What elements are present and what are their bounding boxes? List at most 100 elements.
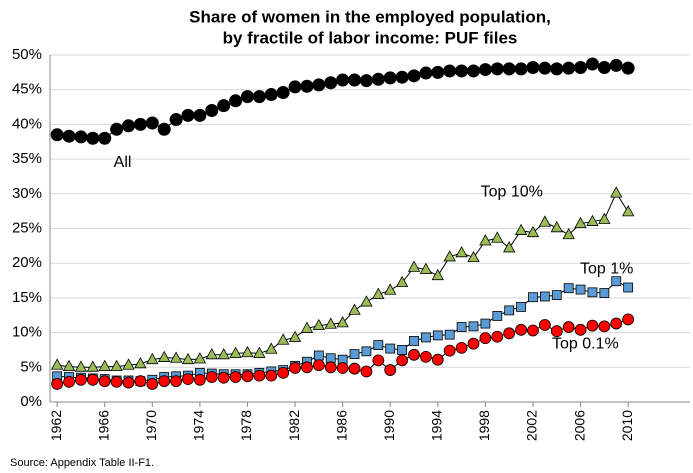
marker	[289, 362, 301, 374]
marker	[420, 350, 432, 363]
marker	[205, 371, 218, 383]
marker	[300, 321, 314, 333]
marker	[397, 345, 408, 355]
marker	[538, 61, 552, 75]
x-tick-label: 2010	[619, 410, 635, 441]
marker	[466, 64, 480, 78]
marker	[456, 322, 467, 332]
marker	[146, 352, 159, 365]
marker	[383, 71, 397, 85]
marker	[421, 332, 431, 343]
marker	[277, 366, 290, 379]
marker	[348, 303, 361, 315]
marker	[479, 234, 492, 246]
y-tick-label: 15%	[12, 289, 42, 306]
marker	[611, 276, 622, 287]
y-tick-label: 5%	[20, 358, 42, 375]
marker	[312, 78, 326, 92]
marker	[468, 321, 479, 332]
marker	[253, 346, 266, 358]
marker	[384, 364, 397, 376]
marker	[407, 69, 421, 83]
marker	[419, 66, 433, 80]
marker	[609, 58, 623, 72]
series-label: Top 1%	[580, 261, 633, 278]
marker	[598, 320, 611, 333]
marker	[336, 362, 349, 374]
marker	[51, 378, 64, 390]
marker	[585, 57, 599, 71]
marker	[336, 316, 349, 328]
marker	[110, 375, 123, 388]
marker	[526, 225, 540, 238]
marker	[276, 85, 290, 99]
marker	[288, 80, 302, 94]
marker	[431, 268, 444, 281]
marker	[621, 205, 635, 217]
marker	[253, 369, 266, 382]
marker	[133, 117, 147, 131]
marker	[621, 61, 635, 75]
x-tick-label: 2002	[524, 410, 540, 441]
marker	[562, 321, 575, 333]
marker	[324, 317, 337, 329]
marker	[74, 360, 88, 372]
marker	[110, 122, 124, 136]
marker	[288, 330, 302, 342]
marker	[229, 346, 242, 358]
series-label: All	[114, 154, 132, 171]
marker	[312, 318, 326, 331]
x-tick-label: 1982	[286, 410, 302, 441]
marker	[586, 214, 599, 226]
marker	[610, 317, 623, 330]
marker	[490, 62, 504, 76]
x-tick-label: 1990	[381, 410, 397, 441]
marker	[480, 318, 491, 329]
marker	[63, 375, 75, 388]
marker	[467, 250, 480, 263]
marker	[444, 329, 455, 340]
marker	[193, 373, 206, 386]
marker	[98, 359, 111, 372]
marker	[455, 245, 468, 258]
marker	[419, 262, 433, 274]
marker	[157, 122, 171, 136]
y-tick-label: 30%	[12, 185, 42, 202]
marker	[372, 287, 385, 299]
marker	[478, 63, 492, 77]
marker	[550, 62, 564, 76]
marker	[514, 62, 528, 76]
marker	[205, 347, 218, 360]
chart-title: by fractile of labor income: PUF files	[223, 28, 518, 47]
marker	[492, 311, 503, 321]
marker	[504, 305, 515, 316]
x-tick-label: 1962	[48, 410, 64, 441]
marker	[514, 223, 528, 235]
marker	[586, 319, 599, 332]
y-tick-label: 25%	[12, 219, 42, 236]
marker	[86, 131, 100, 145]
marker	[409, 336, 419, 346]
marker	[300, 79, 314, 93]
marker	[122, 358, 135, 370]
marker	[431, 65, 445, 79]
x-tick-label: 1998	[476, 410, 492, 441]
marker	[503, 327, 516, 340]
marker	[181, 352, 195, 365]
marker	[169, 351, 183, 363]
marker	[240, 90, 254, 104]
marker	[371, 72, 385, 86]
marker	[336, 73, 350, 87]
marker	[313, 350, 324, 361]
marker	[74, 130, 88, 144]
series-label: Top 0.1%	[552, 336, 619, 353]
marker	[193, 108, 207, 122]
marker	[265, 342, 278, 354]
marker	[575, 284, 586, 295]
source-note: Source: Appendix Table II-F1.	[10, 457, 154, 469]
marker	[62, 359, 76, 372]
marker	[349, 349, 360, 360]
marker	[538, 319, 551, 331]
marker	[217, 99, 231, 113]
